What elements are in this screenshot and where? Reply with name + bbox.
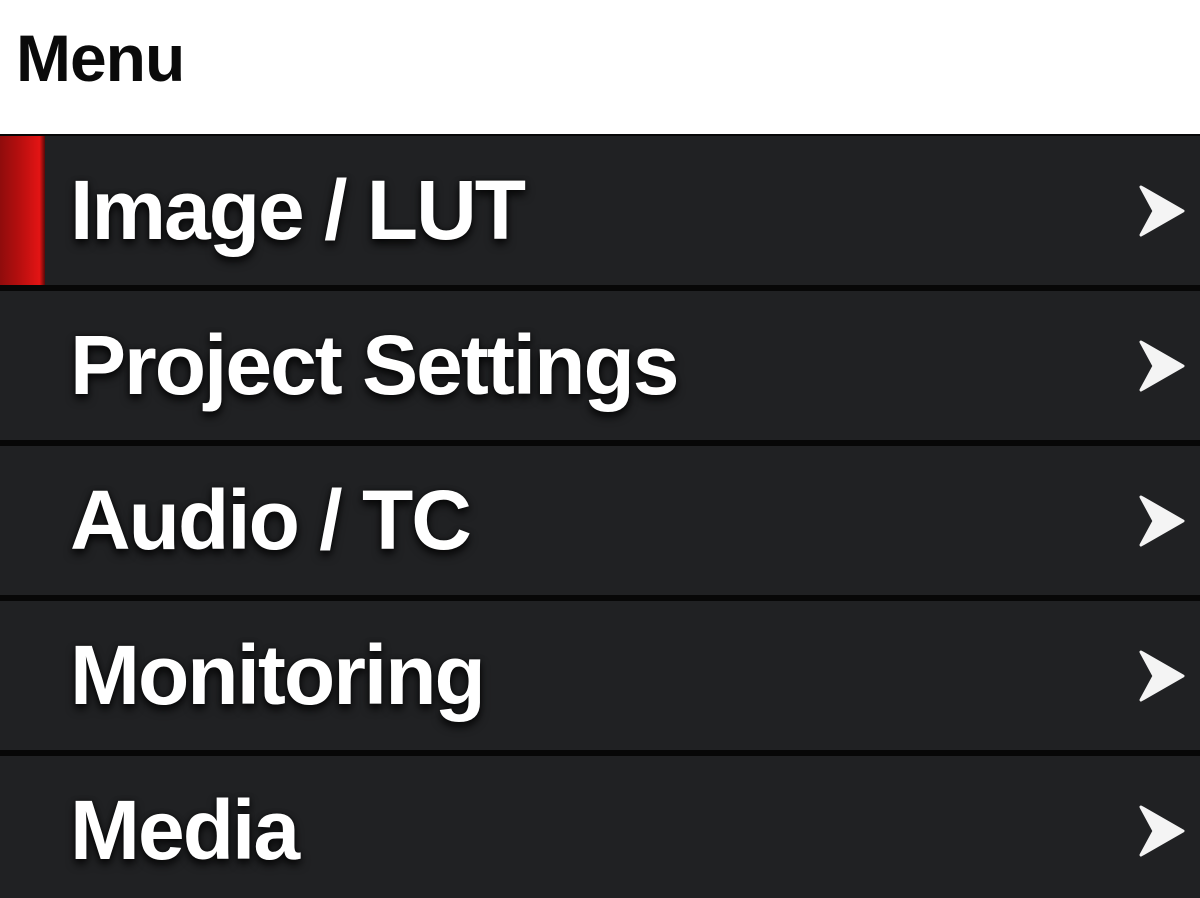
chevron-right-icon — [1138, 338, 1186, 394]
menu-item-label: Project Settings — [70, 318, 679, 412]
chevron-right-icon — [1138, 493, 1186, 549]
menu-item-label: Audio / TC — [70, 473, 472, 567]
menu-item-audio-tc[interactable]: Audio / TC — [0, 446, 1200, 595]
menu-item-monitoring[interactable]: Monitoring — [0, 601, 1200, 750]
chevron-right-icon — [1138, 648, 1186, 704]
menu-item-media[interactable]: Media — [0, 756, 1200, 898]
menu-header: Menu — [0, 0, 1200, 134]
menu-item-project-settings[interactable]: Project Settings — [0, 291, 1200, 440]
menu-item-label: Image / LUT — [70, 163, 526, 257]
selected-indicator — [0, 136, 45, 285]
chevron-right-icon — [1138, 183, 1186, 239]
menu-item-image-lut[interactable]: Image / LUT — [0, 136, 1200, 285]
menu-item-label: Monitoring — [70, 628, 486, 722]
page-title: Menu — [16, 21, 185, 95]
menu-item-label: Media — [70, 783, 300, 877]
menu-list: Image / LUT Project Settings Audio / TC … — [0, 134, 1200, 898]
chevron-right-icon — [1138, 803, 1186, 859]
